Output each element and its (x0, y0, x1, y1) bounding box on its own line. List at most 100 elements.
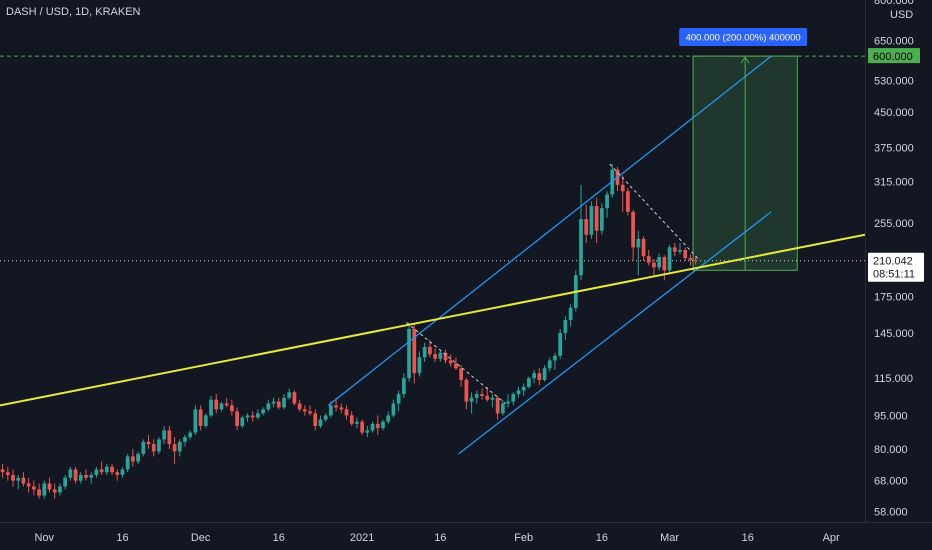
candle-body (224, 403, 229, 406)
candle (464, 378, 469, 410)
candle-body (266, 403, 271, 410)
candle (506, 394, 510, 408)
price-tick-label: 95.000 (874, 410, 908, 422)
candle-body (521, 386, 526, 391)
candle (381, 419, 385, 431)
candle (558, 328, 563, 359)
countdown-label: 08:51:11 (873, 269, 915, 281)
measure-arrow-head (740, 56, 750, 64)
target-price-tag (868, 48, 920, 64)
candle-body (459, 368, 464, 380)
time-tick-label: 16 (742, 532, 754, 544)
candle-body (94, 469, 99, 475)
candle-body (73, 469, 78, 481)
price-tick-label: 375.000 (874, 143, 914, 155)
candle (360, 419, 365, 435)
candle (667, 244, 672, 273)
candle-body (136, 453, 140, 462)
candle (532, 369, 536, 384)
candle (688, 254, 693, 266)
candle (89, 472, 94, 484)
candle-body (620, 184, 625, 192)
candle (209, 395, 213, 418)
candle (94, 466, 99, 478)
candle (271, 397, 276, 408)
candle-body (131, 456, 135, 462)
candle-body (568, 307, 573, 320)
candle-body (375, 423, 380, 429)
candle (422, 342, 427, 362)
candle-body (605, 194, 609, 209)
measure-label-box (679, 28, 808, 46)
candle (485, 386, 490, 402)
candle-body (198, 409, 203, 426)
candle (141, 439, 146, 457)
candle-body (589, 206, 594, 235)
time-tick-label: Nov (35, 532, 55, 544)
candle (672, 243, 677, 257)
time-tick-label: 16 (434, 532, 446, 544)
candle (31, 480, 36, 496)
candle-body (302, 409, 307, 412)
candle-body (42, 483, 47, 496)
candle-body (26, 483, 31, 487)
candle (193, 405, 198, 435)
candle-body (558, 332, 563, 356)
candle (308, 405, 312, 416)
candle (537, 368, 542, 386)
candle-body (31, 486, 36, 490)
candle (78, 472, 83, 484)
plot-area (0, 55, 865, 499)
candle-body (219, 403, 224, 410)
candle-body (308, 411, 312, 414)
candle-body (245, 415, 250, 418)
currency-label: USD (890, 9, 913, 21)
candle (203, 413, 208, 429)
candle (68, 466, 73, 481)
candle (84, 469, 88, 481)
candle-body (230, 405, 234, 412)
candle-body (84, 474, 88, 478)
candle-body (193, 409, 198, 433)
candle (329, 401, 333, 418)
time-tick-label: Feb (514, 532, 533, 544)
candle-body (485, 395, 490, 400)
candle-body (631, 211, 635, 248)
candle (386, 411, 391, 424)
candle-body (386, 415, 391, 422)
candle (500, 399, 505, 416)
candle (146, 434, 151, 449)
candle-body (474, 394, 479, 398)
candle (266, 399, 271, 412)
candle (110, 464, 114, 475)
candle (626, 188, 630, 216)
candle-body (407, 328, 411, 379)
candle (355, 417, 359, 429)
candle-body (318, 419, 323, 426)
candle-body (292, 392, 297, 404)
time-tick-label: 16 (596, 532, 608, 544)
candle (563, 316, 568, 340)
candle-body (297, 403, 302, 410)
candle (589, 201, 594, 239)
candle (375, 415, 380, 435)
candle (287, 388, 292, 400)
candle-body (490, 397, 495, 400)
candle-body (99, 469, 104, 473)
candle-body (678, 249, 682, 252)
candle-body (250, 415, 255, 418)
candle-body (688, 258, 693, 260)
candle (474, 390, 479, 404)
candle (631, 210, 635, 261)
candle (73, 466, 78, 484)
candle-body (63, 477, 68, 487)
candle (11, 469, 15, 487)
candle (579, 184, 583, 281)
price-tick-label: 68.000 (874, 476, 908, 488)
candle-body (203, 415, 208, 426)
candle-body (527, 378, 531, 387)
candle (58, 483, 62, 496)
candle (480, 388, 484, 400)
